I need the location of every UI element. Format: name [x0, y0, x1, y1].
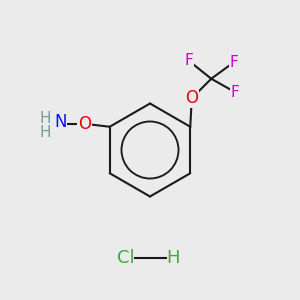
- Text: F: F: [230, 55, 238, 70]
- Text: N: N: [54, 113, 67, 131]
- Text: H: H: [40, 111, 51, 126]
- Text: H: H: [40, 125, 51, 140]
- Text: F: F: [231, 85, 240, 100]
- Text: O: O: [78, 115, 91, 133]
- Text: O: O: [185, 89, 198, 107]
- Text: F: F: [184, 53, 193, 68]
- Text: H: H: [166, 249, 179, 267]
- Text: Cl: Cl: [117, 249, 135, 267]
